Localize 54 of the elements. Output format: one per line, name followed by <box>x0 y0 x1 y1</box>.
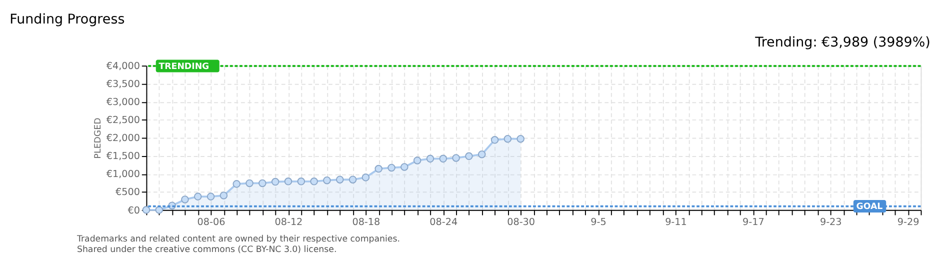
x-tick-label: 08-18 <box>352 216 380 228</box>
text: Shared under the creative commons (CC BY-NC 3.0) license. <box>76 245 337 256</box>
x-tick-label: 08-24 <box>430 216 458 228</box>
point <box>323 176 331 184</box>
point <box>310 178 318 186</box>
x-tick-label: 9-11 <box>665 216 687 228</box>
point <box>504 134 512 143</box>
point <box>155 206 164 214</box>
y-tick-label: €500 <box>116 187 140 198</box>
y-tick-label: €2,000 <box>106 133 140 144</box>
point <box>232 180 240 188</box>
y-tick-label: €1,500 <box>106 151 140 162</box>
point <box>284 178 292 186</box>
x-tick-label: 9-5 <box>590 216 606 228</box>
point <box>336 176 344 184</box>
y-tick-label: €0 <box>128 205 140 216</box>
ref-line-label: TRENDING <box>158 62 210 72</box>
point <box>413 156 422 164</box>
x-tick-label: 08-30 <box>507 216 536 228</box>
point <box>439 154 448 163</box>
x-tick-label: 9-23 <box>820 216 842 228</box>
point <box>465 152 473 160</box>
point <box>452 154 460 162</box>
y-tick-label: €2,500 <box>106 115 140 126</box>
point <box>194 192 202 200</box>
x-tick-label: 9-17 <box>742 216 764 228</box>
text: Trending: €3,989 (3989%) <box>754 35 930 50</box>
point <box>297 178 306 186</box>
text: Trademarks and related content are owned by their respective companies. <box>76 234 400 245</box>
point <box>258 179 266 188</box>
point <box>490 136 499 144</box>
point <box>362 174 370 182</box>
chart-title: Funding Progress <box>10 12 125 28</box>
point <box>478 150 486 158</box>
x-tick-label: 08-12 <box>274 216 303 228</box>
point <box>516 134 524 143</box>
x-tick-label: 08-06 <box>197 216 226 228</box>
point <box>271 178 280 186</box>
point <box>388 164 396 172</box>
y-tick-label: €4,000 <box>106 60 140 72</box>
point <box>181 196 189 204</box>
point <box>400 163 408 171</box>
point <box>206 192 215 200</box>
point <box>374 164 382 173</box>
point <box>220 192 228 200</box>
point <box>426 154 434 163</box>
point <box>246 179 254 188</box>
y-axis-title: PLEDGED <box>94 117 104 159</box>
y-tick-label: €3,000 <box>106 97 140 108</box>
x-tick-label: 9-29 <box>897 216 920 228</box>
y-tick-label: €1,000 <box>106 169 140 180</box>
y-tick-label: €3,500 <box>106 79 140 90</box>
point <box>348 176 357 184</box>
ref-line-label: GOAL <box>856 202 884 212</box>
